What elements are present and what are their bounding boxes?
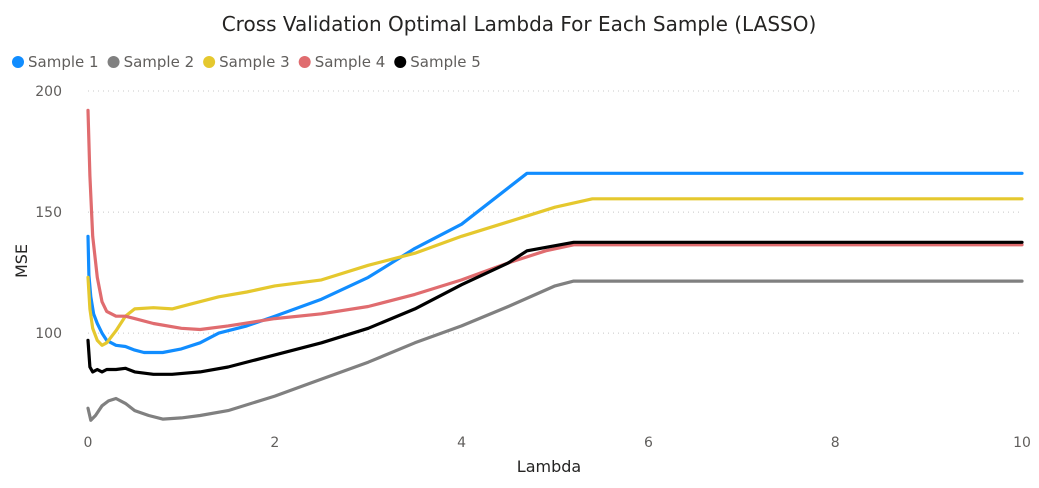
series-line-sample-5 bbox=[86, 240, 1024, 376]
legend: Sample 1 Sample 2 Sample 3 Sample 4 Sample 5 bbox=[12, 53, 481, 71]
y-tick-label: 200 bbox=[35, 84, 62, 100]
y-tick-label: 100 bbox=[35, 326, 62, 342]
x-tick-label: 10 bbox=[1013, 435, 1031, 451]
series-line-sample-4 bbox=[86, 108, 1024, 332]
x-axis-ticks: 0 2 4 6 8 10 bbox=[84, 435, 1031, 451]
legend-item-sample-3[interactable]: Sample 3 bbox=[203, 53, 290, 71]
y-tick-label: 150 bbox=[35, 205, 62, 221]
legend-label: Sample 1 bbox=[28, 53, 99, 71]
y-axis-ticks: 100 150 200 bbox=[35, 84, 62, 342]
legend-label: Sample 2 bbox=[124, 53, 195, 71]
legend-marker bbox=[298, 56, 311, 68]
legend-item-sample-5[interactable]: Sample 5 bbox=[394, 53, 481, 71]
legend-item-sample-1[interactable]: Sample 1 bbox=[12, 53, 99, 71]
series-lines bbox=[86, 108, 1024, 422]
y-axis-title: MSE bbox=[12, 244, 31, 278]
chart-title: Cross Validation Optimal Lambda For Each… bbox=[222, 12, 817, 36]
series-line-sample-3 bbox=[86, 197, 1024, 347]
x-tick-label: 0 bbox=[84, 435, 93, 451]
legend-marker bbox=[394, 56, 407, 68]
x-axis-title: Lambda bbox=[517, 457, 581, 476]
x-tick-label: 6 bbox=[644, 435, 653, 451]
series-line-sample-1 bbox=[86, 171, 1024, 355]
legend-marker bbox=[203, 56, 216, 68]
legend-item-sample-4[interactable]: Sample 4 bbox=[298, 53, 386, 71]
x-tick-label: 2 bbox=[270, 435, 279, 451]
legend-marker bbox=[107, 56, 120, 68]
x-tick-label: 8 bbox=[831, 435, 840, 451]
legend-marker bbox=[12, 56, 24, 68]
legend-label: Sample 3 bbox=[219, 53, 290, 71]
gridlines bbox=[88, 90, 1022, 334]
legend-item-sample-2[interactable]: Sample 2 bbox=[107, 53, 195, 71]
legend-label: Sample 4 bbox=[315, 53, 386, 71]
series-line-sample-2 bbox=[86, 279, 1024, 422]
x-tick-label: 4 bbox=[457, 435, 466, 451]
legend-label: Sample 5 bbox=[410, 53, 481, 71]
